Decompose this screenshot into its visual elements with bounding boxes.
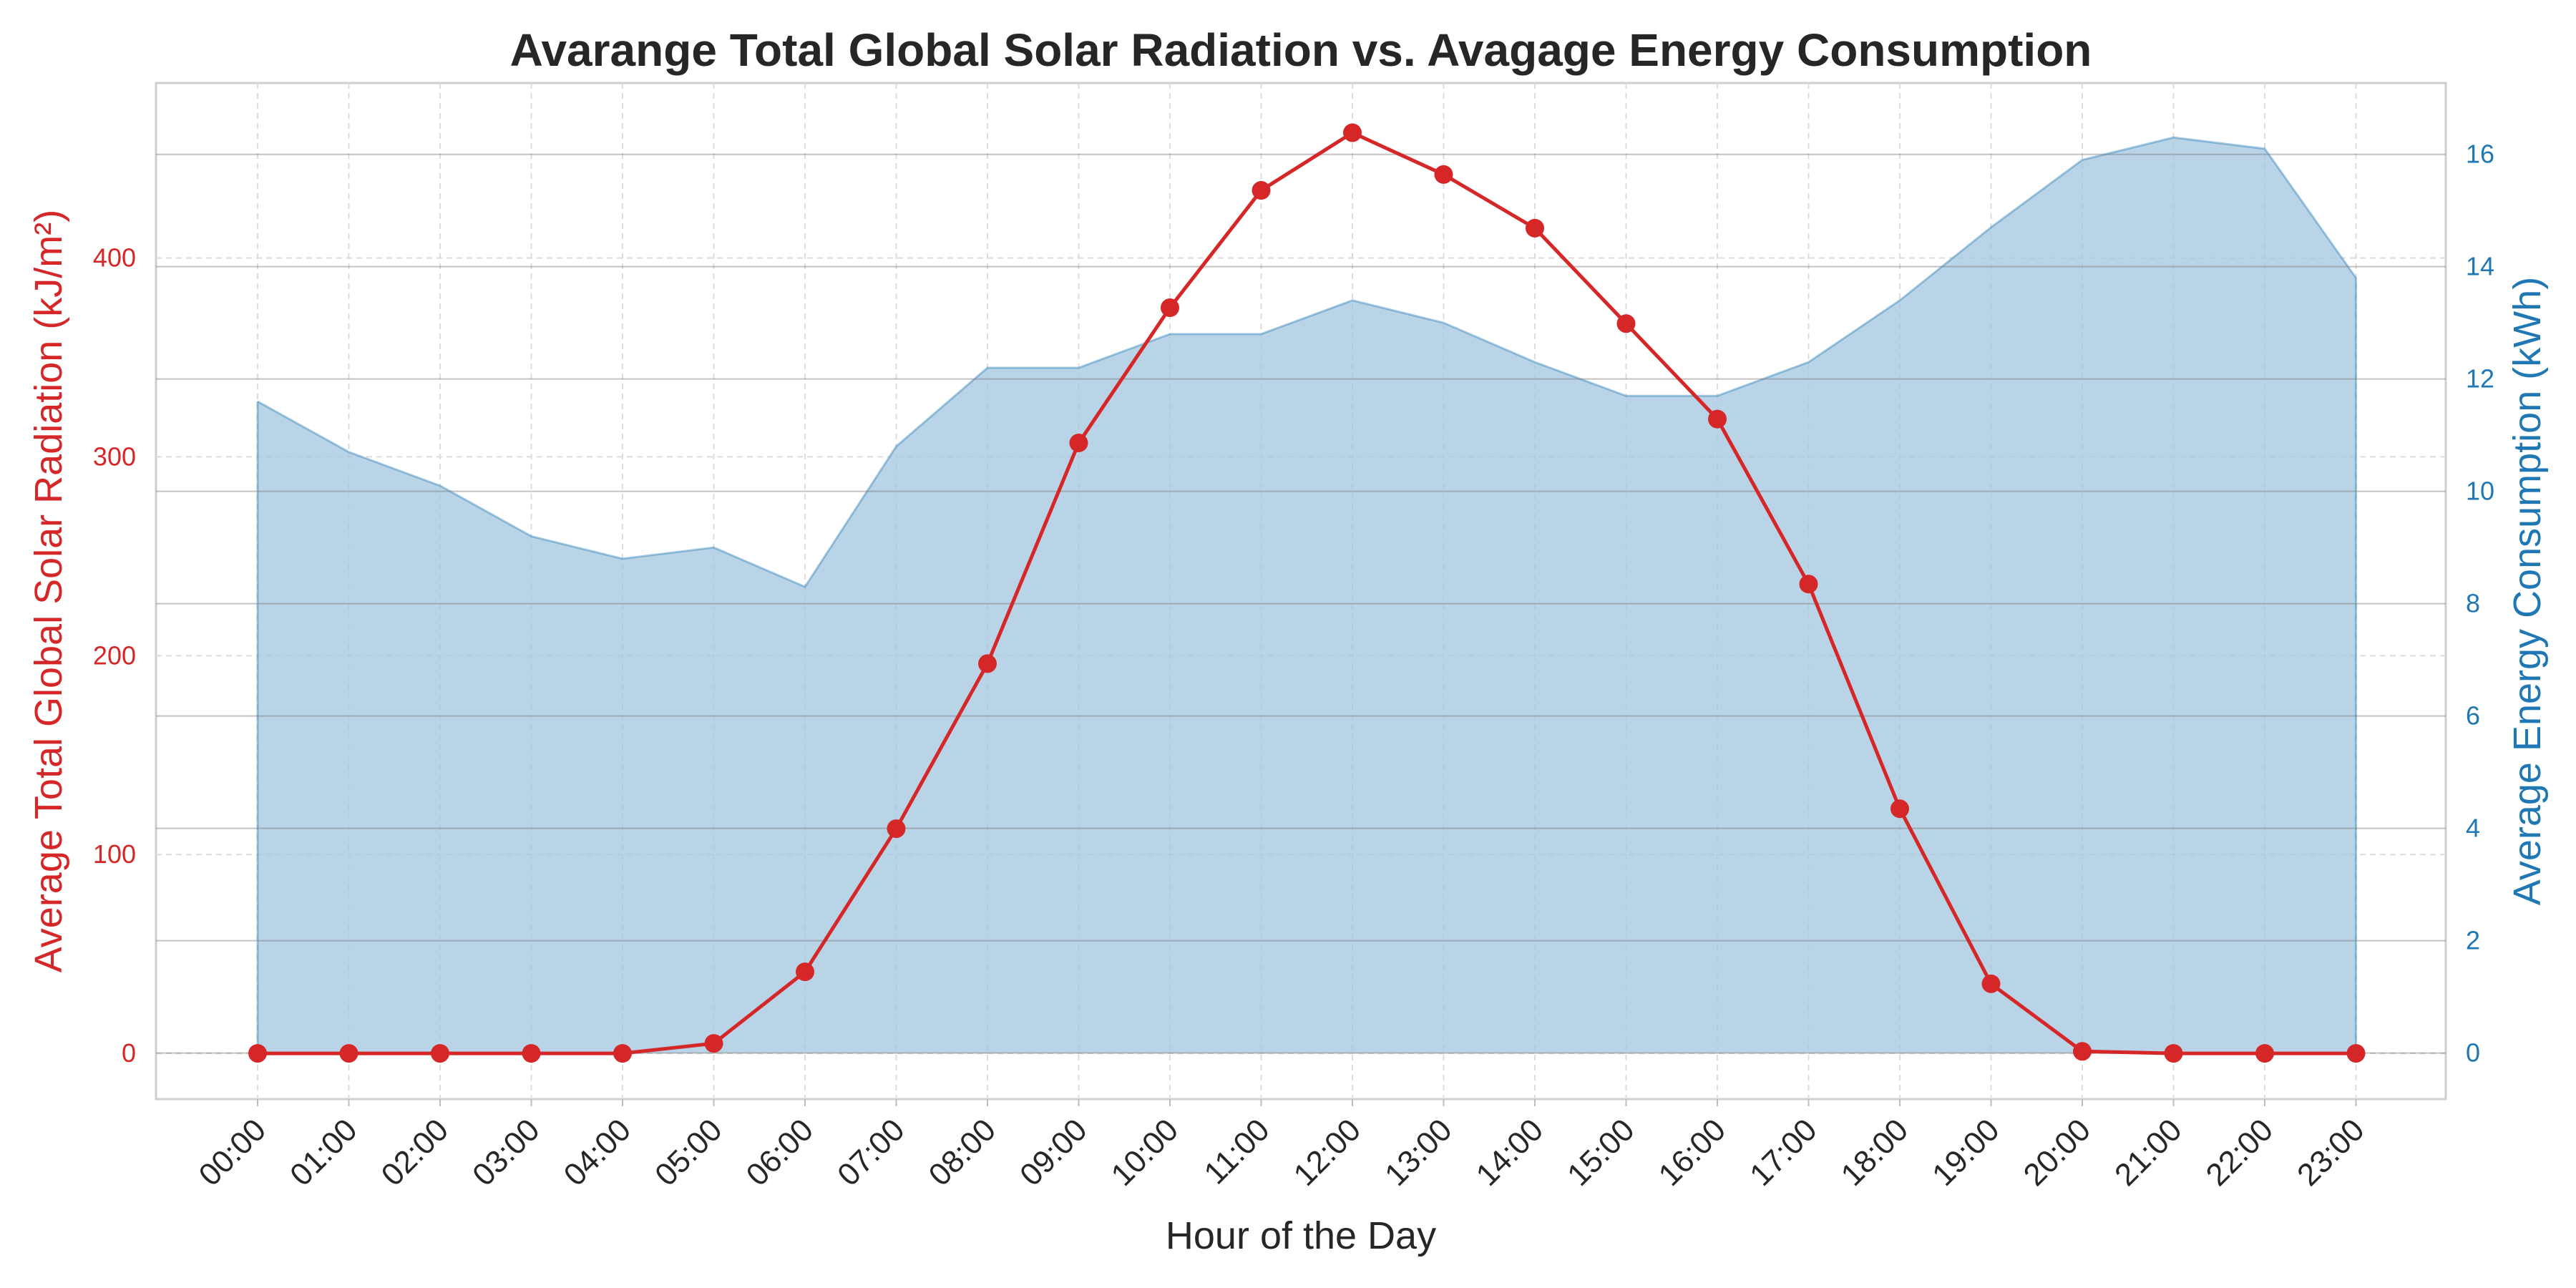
x-tick-label: 02:00 — [375, 1112, 456, 1193]
left-y-tick-label: 0 — [122, 1038, 136, 1068]
x-tick-label: 14:00 — [1470, 1112, 1551, 1193]
x-tick-label: 06:00 — [740, 1112, 821, 1193]
solar-point — [339, 1044, 358, 1063]
x-tick-label: 10:00 — [1105, 1112, 1186, 1193]
solar-point — [978, 654, 997, 673]
solar-point — [1890, 799, 1909, 819]
x-tick-label: 17:00 — [1743, 1112, 1824, 1193]
x-tick-label: 19:00 — [1926, 1112, 2006, 1193]
solar-point — [1069, 433, 1088, 452]
right-y-tick-label: 10 — [2466, 477, 2494, 506]
right-y-tick-label: 2 — [2466, 926, 2480, 955]
solar-point — [1252, 181, 1271, 200]
right-y-tick-label: 16 — [2466, 140, 2494, 169]
right-y-tick-label: 8 — [2466, 589, 2480, 618]
solar-point — [1343, 123, 1362, 142]
left-y-axis-label: Average Total Global Solar Radiation (kJ… — [27, 210, 70, 973]
x-tick-label: 13:00 — [1378, 1112, 1459, 1193]
x-tick-label: 09:00 — [1013, 1112, 1094, 1193]
x-axis-label: Hour of the Day — [1166, 1214, 1436, 1257]
x-tick-label: 04:00 — [557, 1112, 638, 1193]
left-y-ticks: 0 100 200 300 400 — [93, 243, 136, 1068]
solar-point — [248, 1044, 267, 1063]
right-y-tick-label: 0 — [2466, 1038, 2480, 1068]
solar-point — [1161, 298, 1179, 318]
x-tick-label: 15:00 — [1561, 1112, 1641, 1193]
x-tick-label: 12:00 — [1287, 1112, 1368, 1193]
solar-point — [431, 1044, 449, 1063]
left-y-tick-label: 100 — [93, 839, 136, 869]
solar-point — [1708, 409, 1727, 429]
solar-point — [1799, 575, 1818, 594]
solar-point — [704, 1034, 723, 1053]
x-tick-label: 22:00 — [2200, 1112, 2280, 1193]
right-y-tick-label: 14 — [2466, 252, 2494, 281]
x-tick-label: 21:00 — [2108, 1112, 2189, 1193]
solar-point — [2255, 1044, 2274, 1063]
solar-point — [887, 819, 906, 839]
right-y-tick-label: 4 — [2466, 814, 2480, 843]
x-tick-label: 23:00 — [2290, 1112, 2371, 1193]
x-tick-label: 00:00 — [192, 1112, 273, 1193]
left-y-tick-label: 400 — [93, 243, 136, 273]
x-tick-label: 08:00 — [922, 1112, 1003, 1193]
energy-area — [258, 137, 2356, 1053]
solar-point — [1434, 165, 1453, 184]
solar-line-layer — [248, 123, 2366, 1063]
left-y-tick-label: 200 — [93, 640, 136, 670]
x-tick-label: 01:00 — [283, 1112, 364, 1193]
energy-area-outline — [257, 136, 2357, 588]
x-ticks: 00:00 01:00 02:00 03:00 04:00 05:00 06:00 07:00… — [192, 1099, 2371, 1193]
solar-point — [613, 1044, 632, 1063]
x-tick-label: 16:00 — [1652, 1112, 1733, 1193]
right-y-axis-label: Average Energy Consumption (kWh) — [2506, 277, 2549, 905]
solar-point — [1616, 314, 1636, 333]
solar-point — [796, 962, 814, 982]
left-y-tick-label: 300 — [93, 441, 136, 471]
solar-line — [258, 130, 2356, 1055]
x-tick-label: 07:00 — [831, 1112, 912, 1193]
x-tick-label: 18:00 — [1835, 1112, 1916, 1193]
solar-point — [1981, 974, 2001, 993]
x-tick-label: 20:00 — [2017, 1112, 2098, 1193]
right-y-tick-label: 12 — [2466, 364, 2494, 394]
x-tick-label: 03:00 — [466, 1112, 547, 1193]
solar-point — [2346, 1044, 2366, 1063]
right-y-ticks: 0 2 4 6 8 10 12 14 16 — [2466, 140, 2494, 1068]
solar-point — [2073, 1042, 2092, 1061]
solar-point — [522, 1044, 541, 1063]
x-tick-label: 11:00 — [1197, 1112, 1276, 1191]
right-y-tick-label: 6 — [2466, 701, 2480, 731]
solar-point — [2164, 1044, 2183, 1063]
x-tick-label: 05:00 — [648, 1112, 729, 1193]
solar-point — [1526, 218, 1544, 238]
chart-title: Avarange Total Global Solar Radiation vs… — [510, 24, 2092, 76]
energy-area-layer — [256, 136, 2357, 1053]
